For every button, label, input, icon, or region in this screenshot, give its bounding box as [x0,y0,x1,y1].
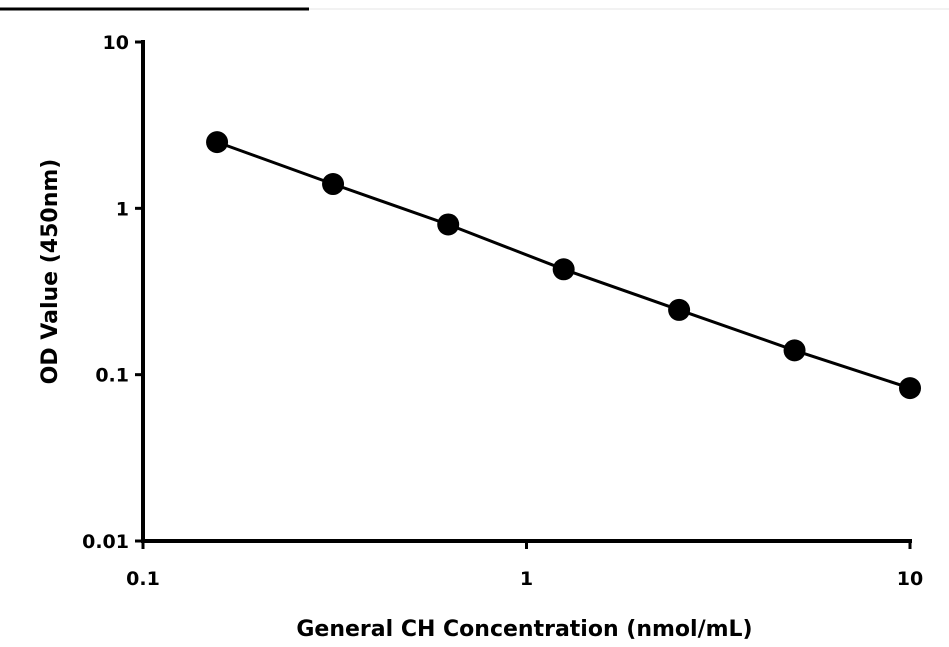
y-tick-label: 0.01 [82,531,129,553]
series-group [206,131,921,400]
x-tick-label: 0.1 [126,568,160,590]
tick-labels-group: 0.01 0.1 1 10 0.1 1 10 [82,32,923,590]
data-point [899,377,921,400]
x-tick-label: 10 [897,568,923,590]
data-point [783,339,806,362]
data-point [206,131,229,154]
data-point [552,258,575,281]
y-tick-label: 10 [103,32,129,54]
y-axis-title: OD Value (450nm) [38,159,63,385]
y-tick-label: 0.1 [95,365,129,387]
x-axis-title: General CH Concentration (nmol/mL) [296,617,752,642]
data-point [322,173,345,196]
ticks-group [135,40,912,549]
y-tick-label: 1 [116,198,129,220]
x-tick-label: 1 [520,568,533,590]
data-point [668,298,691,321]
data-point [437,213,460,236]
plot-area: 0.01 0.1 1 10 0.1 1 10 [82,32,923,590]
